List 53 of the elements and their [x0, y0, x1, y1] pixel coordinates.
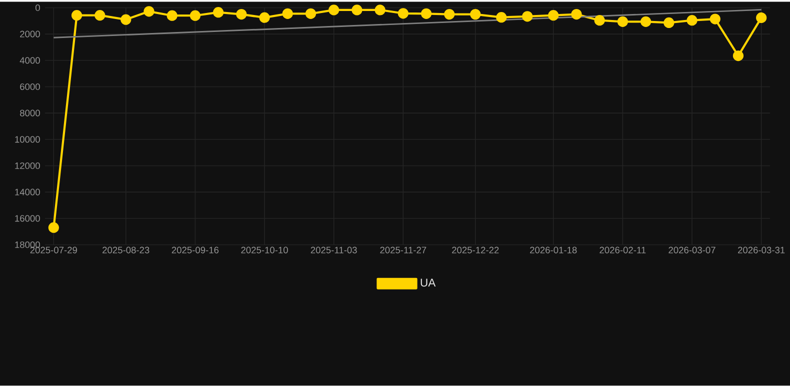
x-tick-label: 2025-08-23	[102, 246, 150, 254]
x-tick-label: 2025-11-27	[380, 246, 426, 254]
point	[522, 11, 533, 22]
y-tick-label: 14000	[15, 188, 40, 196]
point	[444, 9, 455, 20]
point	[548, 10, 559, 21]
x-tick-label: 2025-09-16	[172, 246, 219, 254]
x-tick-label: 2026-03-31	[738, 246, 785, 254]
point	[594, 15, 605, 26]
point	[686, 15, 698, 26]
y-tick-label: 12000	[15, 162, 40, 170]
point	[470, 9, 481, 20]
y-tick-label: 0	[35, 4, 40, 12]
point	[71, 10, 82, 21]
point	[496, 12, 507, 23]
y-tick-label: 6000	[20, 84, 40, 90]
point	[328, 4, 340, 16]
point	[190, 10, 201, 22]
point	[664, 18, 674, 28]
y-tick-label: 4000	[20, 57, 40, 64]
point	[48, 222, 59, 234]
point	[259, 12, 270, 24]
point	[617, 16, 628, 28]
x-tick-label: 2025-11-03	[310, 246, 357, 254]
point	[166, 10, 178, 22]
point	[710, 14, 720, 24]
x-tick-label: 2025-12-22	[452, 246, 499, 254]
y-tick-label: 2000	[20, 30, 40, 38]
x-tick-label: 2025-10-10	[241, 246, 288, 254]
point	[374, 4, 386, 16]
point	[571, 9, 582, 20]
y-tick-label: 16000	[15, 215, 40, 222]
x-tick-label: 2026-02-11	[600, 246, 646, 254]
point	[398, 8, 408, 19]
legend-label: UA	[420, 278, 436, 287]
point	[144, 6, 154, 17]
y-tick-label: 8000	[20, 110, 40, 116]
point	[640, 16, 652, 28]
y-tick-label: 18000	[15, 242, 40, 248]
x-tick-label: 2025-07-29	[30, 246, 77, 254]
point	[756, 12, 767, 24]
x-tick-label: 2026-03-07	[668, 246, 716, 254]
y-tick-label: 10000	[15, 136, 40, 143]
point	[352, 4, 362, 16]
point	[732, 50, 744, 62]
point	[94, 10, 106, 21]
point	[282, 8, 293, 20]
point	[236, 9, 247, 20]
point	[420, 8, 432, 20]
point	[305, 8, 316, 20]
point	[212, 7, 224, 18]
x-tick-label: 2026-01-18	[530, 246, 577, 254]
point	[120, 14, 132, 26]
